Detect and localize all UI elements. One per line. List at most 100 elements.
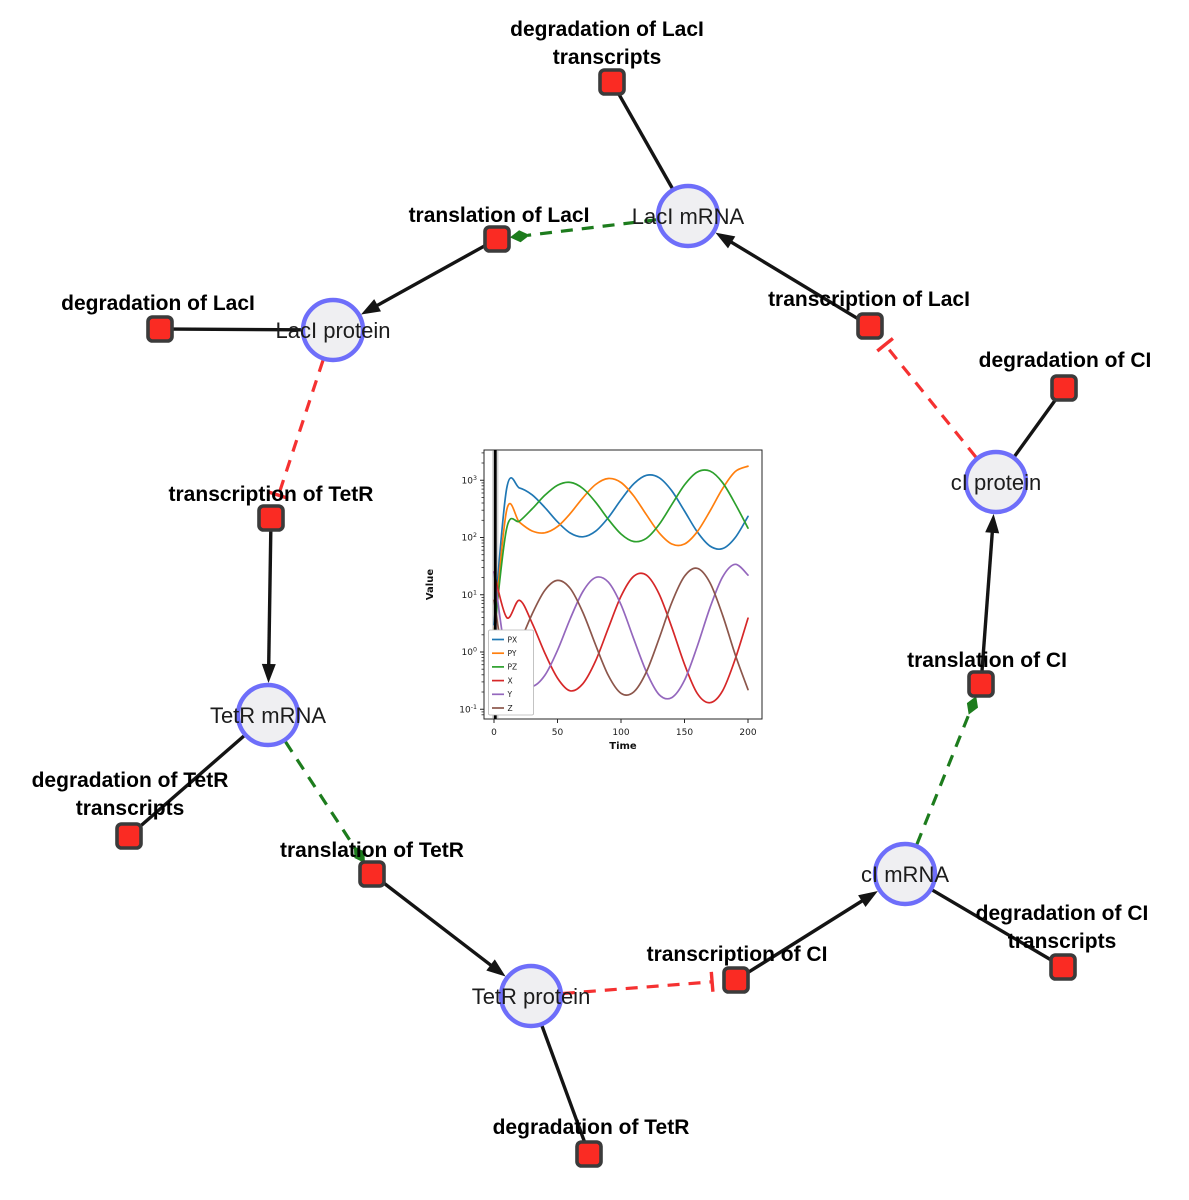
species-node-ci-mrna[interactable]	[872, 841, 938, 907]
legend-item-Y: Y	[492, 690, 513, 699]
edge-line[interactable]	[746, 898, 865, 975]
edge-ci-mrna--translation-of-ci[interactable]	[915, 696, 978, 845]
label-layer: degradation of LacI transcripts translatio…	[32, 18, 1152, 1139]
edge-line[interactable]	[267, 530, 273, 667]
modifier-diamond-icon	[509, 230, 530, 243]
edge-line[interactable]	[527, 218, 657, 237]
edge-tetr-protein--transcription-of-ci[interactable]	[562, 971, 715, 996]
reaction-node-translation-of-laci[interactable]	[483, 225, 511, 253]
legend-item-PX: PX	[492, 635, 517, 644]
reaction-node-degradation-of-laci-transcripts[interactable]	[598, 68, 626, 96]
edge-line[interactable]	[1012, 397, 1058, 458]
edge-line[interactable]	[137, 734, 246, 829]
y-axis-tick-label: 102	[462, 532, 477, 544]
edge-tetr-mrna--translation-of-tetr[interactable]	[284, 740, 365, 864]
species-node-tetr-protein[interactable]	[498, 963, 564, 1029]
edge-line[interactable]	[616, 92, 675, 190]
reaction-node-transcription-of-laci[interactable]	[856, 312, 884, 340]
legend-label: Y	[507, 690, 513, 699]
reaction-node-transcription-of-tetr[interactable]	[257, 504, 285, 532]
edge-layer	[137, 92, 1058, 1143]
degradation-of-ci-transcripts-label: transcripts	[1008, 930, 1117, 953]
edge-transcription-of-tetr--tetr-mrna[interactable]	[261, 530, 276, 683]
x-axis-tick-label: 150	[676, 728, 693, 738]
edge-line[interactable]	[172, 327, 303, 332]
species-node-laci-mrna[interactable]	[655, 183, 721, 249]
edge-line[interactable]	[915, 712, 971, 845]
edge-degradation-of-laci--laci-protein[interactable]	[172, 327, 303, 332]
species-node-tetr-mrna[interactable]	[235, 682, 301, 748]
inhibition-tbar-icon	[709, 971, 715, 992]
legend-item-PZ: PZ	[492, 663, 517, 672]
modifier-diamond-icon	[353, 846, 365, 864]
edge-degradation-of-laci-transcripts--laci-mrna[interactable]	[616, 92, 675, 190]
reaction-node-translation-of-tetr[interactable]	[358, 860, 386, 888]
edge-degradation-of-tetr--tetr-protein[interactable]	[540, 1024, 587, 1143]
degradation-of-tetr-transcripts-label: degradation of TetR	[32, 769, 229, 792]
inhibition-tbar-icon	[876, 337, 894, 353]
edge-laci-mrna--translation-of-laci[interactable]	[509, 218, 657, 243]
species-node-ci-protein[interactable]	[963, 449, 1029, 515]
ci-mrna-label: cI mRNA	[861, 862, 949, 887]
tetr-mrna-label: TetR mRNA	[210, 703, 326, 728]
legend-label: PX	[508, 635, 518, 644]
series-curve-X	[493, 571, 749, 704]
edge-line[interactable]	[374, 243, 487, 308]
reaction-node-degradation-of-ci-transcripts[interactable]	[1049, 953, 1077, 981]
y-axis-tick-label: 100	[462, 647, 477, 659]
degradation-of-laci-label: degradation of LacI	[61, 292, 255, 315]
edge-degradation-of-ci--ci-protein[interactable]	[1012, 397, 1058, 458]
edge-line[interactable]	[884, 344, 978, 459]
arrowhead-icon	[486, 959, 506, 977]
reaction-node-transcription-of-ci[interactable]	[722, 966, 750, 994]
x-axis-tick-label: 0	[491, 728, 497, 738]
edge-laci-protein--transcription-of-tetr[interactable]	[268, 359, 325, 500]
translation-of-ci-label: translation of CI	[907, 649, 1067, 672]
edge-line[interactable]	[930, 888, 1053, 962]
edge-line[interactable]	[284, 740, 357, 849]
edge-line[interactable]	[540, 1024, 587, 1143]
edge-line[interactable]	[562, 980, 712, 996]
reaction-node-translation-of-ci[interactable]	[967, 670, 995, 698]
reaction-node-degradation-of-ci[interactable]	[1050, 374, 1078, 402]
edge-degradation-of-ci-transcripts--ci-mrna[interactable]	[930, 888, 1053, 962]
edge-translation-of-ci--ci-protein[interactable]	[980, 513, 1000, 672]
species-node-laci-protein[interactable]	[300, 297, 366, 363]
node-layer	[115, 68, 1078, 1168]
y-axis-tick-label: 10-1	[459, 704, 477, 716]
degradation-of-ci-transcripts-label: degradation of CI	[976, 902, 1149, 925]
legend-label: PZ	[508, 663, 518, 672]
reaction-node-degradation-of-tetr-transcripts[interactable]	[115, 822, 143, 850]
degradation-of-laci-transcripts-label: degradation of LacI	[510, 18, 704, 41]
legend-item-Z: Z	[492, 704, 513, 713]
ci-protein-label: cI protein	[951, 470, 1042, 495]
series-curve-PY	[493, 465, 749, 636]
edge-ci-protein--transcription-of-laci[interactable]	[876, 337, 978, 459]
series-curve-PZ	[493, 469, 749, 636]
edge-translation-of-tetr--tetr-protein[interactable]	[381, 880, 506, 977]
series-curve-Z	[493, 567, 749, 696]
tetr-protein-label: TetR protein	[472, 984, 591, 1009]
x-axis-tick-label: 50	[552, 728, 564, 738]
legend-item-X: X	[492, 676, 513, 685]
edge-line[interactable]	[381, 880, 494, 968]
legend-label: PY	[508, 649, 517, 658]
edge-line[interactable]	[980, 530, 995, 672]
edge-translation-of-laci--laci-protein[interactable]	[361, 243, 487, 315]
translation-of-tetr-label: translation of TetR	[280, 839, 464, 862]
edge-degradation-of-tetr-transcripts--tetr-mrna[interactable]	[137, 734, 246, 829]
transcription-of-laci-label: transcription of LacI	[768, 288, 970, 311]
reaction-node-degradation-of-tetr[interactable]	[575, 1140, 603, 1168]
reaction-node-degradation-of-laci[interactable]	[146, 315, 174, 343]
edge-line[interactable]	[729, 239, 860, 321]
degradation-of-tetr-transcripts-label: transcripts	[76, 797, 185, 820]
transcription-of-tetr-label: transcription of TetR	[169, 483, 374, 506]
edge-transcription-of-ci--ci-mrna[interactable]	[746, 891, 878, 975]
laci-protein-label: LacI protein	[276, 318, 391, 343]
edge-transcription-of-laci--laci-mrna[interactable]	[715, 232, 860, 321]
y-axis-tick-label: 101	[462, 589, 477, 601]
y-axis-label: Value	[425, 569, 436, 600]
edge-line[interactable]	[277, 359, 325, 495]
degradation-of-tetr-label: degradation of TetR	[493, 1116, 690, 1139]
